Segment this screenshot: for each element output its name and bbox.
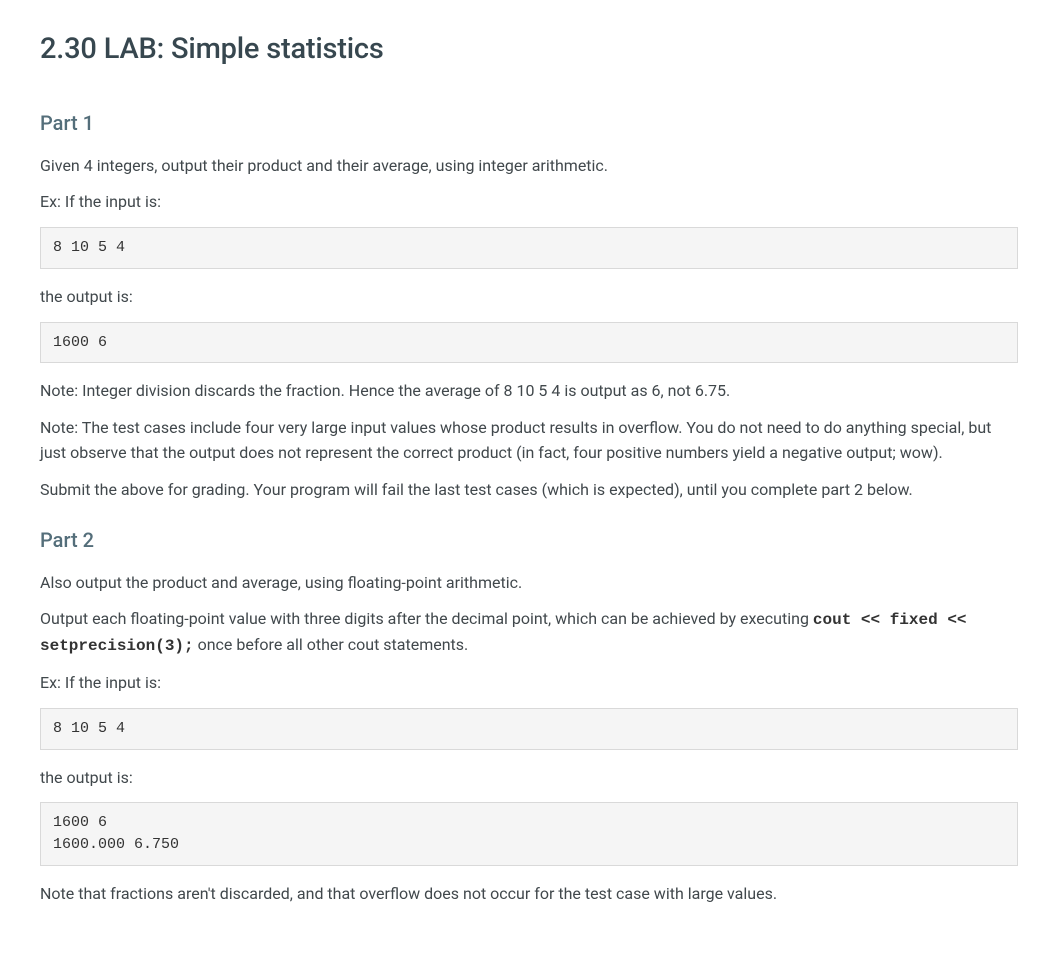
part1-intro: Given 4 integers, output their product a… xyxy=(40,154,1018,179)
part2-input-code: 8 10 5 4 xyxy=(40,708,1018,750)
part1-heading: Part 1 xyxy=(40,108,1018,138)
part2-precision-post: once before all other cout statements. xyxy=(194,635,469,654)
part2-heading: Part 2 xyxy=(40,525,1018,555)
part1-note1: Note: Integer division discards the frac… xyxy=(40,379,1018,404)
part2-example-label: Ex: If the input is: xyxy=(40,671,1018,696)
part2-precision-pre: Output each floating-point value with th… xyxy=(40,609,813,628)
page-title: 2.30 LAB: Simple statistics xyxy=(40,28,1018,72)
part2-note: Note that fractions aren't discarded, an… xyxy=(40,882,1018,907)
part2-output-code: 1600 6 1600.000 6.750 xyxy=(40,802,1018,866)
part2-precision-note: Output each floating-point value with th… xyxy=(40,607,1018,659)
part2-output-label: the output is: xyxy=(40,766,1018,791)
part1-submit-note: Submit the above for grading. Your progr… xyxy=(40,478,1018,503)
part1-output-label: the output is: xyxy=(40,285,1018,310)
part1-example-label: Ex: If the input is: xyxy=(40,190,1018,215)
part1-input-code: 8 10 5 4 xyxy=(40,227,1018,269)
part1-output-code: 1600 6 xyxy=(40,322,1018,364)
part1-note2: Note: The test cases include four very l… xyxy=(40,416,1018,466)
part2-intro: Also output the product and average, usi… xyxy=(40,571,1018,596)
